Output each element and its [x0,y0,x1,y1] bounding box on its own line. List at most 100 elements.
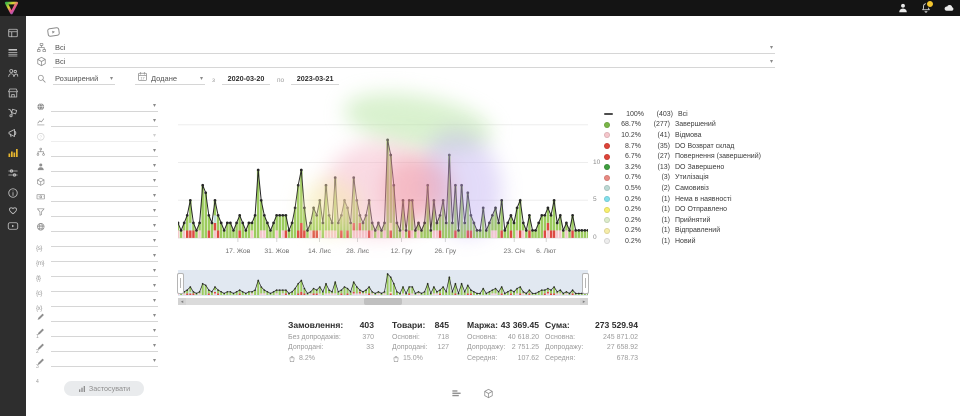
chevron-down-icon: ▾ [109,76,113,82]
legend-item[interactable]: 0.2% (1) DO Отправлено [604,204,761,215]
brush-handle-right[interactable] [582,273,589,294]
help-filter-select[interactable]: ▾ [50,129,158,142]
scroll-right-arrow[interactable]: ▸ [580,298,588,305]
legend-swatch [604,238,610,245]
nav-video-icon[interactable] [0,217,26,235]
date-to-input[interactable]: 2023-03-21 [291,74,340,85]
nav-rail [0,16,26,416]
field-x-filter-select[interactable]: ▾ [50,294,158,307]
globe-filter-select[interactable]: ▾ [50,99,158,112]
nav-marketing-icon[interactable] [0,124,26,142]
search-date-row: Розширений ▾ 17 Додане ▾ з 2020-03-20 по… [36,71,340,85]
summary-subvalue: 718 [437,333,449,341]
scrollbar-thumb[interactable] [364,298,402,305]
custom-field-4-filter-select[interactable]: ▾ [50,354,158,367]
legend-item[interactable]: 10.2% (41) Відмова [604,130,761,141]
date-field-select[interactable]: 17 Додане ▾ [135,71,205,85]
payment-filter-select[interactable]: ▾ [50,189,158,202]
site-filter-select[interactable]: ▾ [50,219,158,232]
field-m-filter-icon: {m} [36,259,44,267]
summary-value: 403 [359,320,374,330]
legend-item[interactable]: 0.2% (1) Нема в наявності [604,194,761,205]
chart-overview-brush[interactable] [177,270,589,296]
brand-logo[interactable] [4,1,19,15]
structure-filter-select[interactable]: ▾ [50,144,158,157]
field-t-filter-select[interactable]: ▾ [50,264,158,277]
chart-scrollbar[interactable]: ◂ ▸ [178,298,588,305]
custom-field-3-filter-select[interactable]: ▾ [50,339,158,352]
field-x-filter-icon: {x} [36,304,42,312]
field-c-filter-select[interactable]: ▾ [50,279,158,292]
chevron-down-icon: ▾ [152,253,156,259]
bell-icon[interactable] [920,0,934,14]
brush-handle-left[interactable] [177,273,184,294]
table-view-icon[interactable] [451,386,462,397]
search-mode-select[interactable]: Розширений ▾ [53,74,115,85]
chevron-down-icon: ▾ [152,103,156,109]
nav-store-icon[interactable] [0,84,26,102]
video-help-icon[interactable] [43,24,64,41]
product-view-icon[interactable] [483,386,494,399]
field-s-filter-select[interactable]: ▾ [50,234,158,247]
product-filter-row: ▾ [36,175,158,187]
field-c-filter-icon: {c} [36,289,42,297]
summary-sublabel: Допродажу: [467,344,506,352]
apply-button[interactable]: Застосувати [64,381,144,396]
summary-title: Товари: [392,320,426,330]
legend-item[interactable]: 100% (403) Всі [604,109,761,120]
search-icon[interactable] [36,73,47,84]
product-select[interactable]: Всі ▾ [53,57,775,68]
orders-chart [176,83,590,246]
nav-clients-icon[interactable] [0,64,26,82]
legend-item[interactable]: 0.2% (1) Новий [604,236,761,247]
funnel-filter-select[interactable]: ▾ [50,204,158,217]
nav-sales-icon[interactable] [0,104,26,122]
chevron-down-icon: ▾ [152,133,156,139]
chevron-down-icon: ▾ [152,268,156,274]
custom-field-1-filter-select[interactable]: ▾ [50,309,158,322]
globe-filter-icon [36,102,46,112]
nav-statistics-icon[interactable] [0,144,26,162]
product-value: Всі [55,57,66,66]
legend-item[interactable]: 0.2% (1) Відправлений [604,226,761,237]
chevron-down-icon: ▾ [769,45,773,51]
legend-count: (3) [661,174,670,182]
manager-filter-select[interactable]: ▾ [50,159,158,172]
payment-filter-icon [36,192,46,202]
chevron-down-icon: ▾ [769,59,773,65]
legend-item[interactable]: 0.2% (1) Прийнятий [604,215,761,226]
status-filter-select[interactable]: ▾ [50,114,158,127]
structure-filter-row: ▾ [36,145,158,157]
summary-subvalue: 678.73 [616,354,638,362]
nav-dashboard-icon[interactable] [0,24,26,42]
legend-label: DO Завершено [675,163,725,171]
support-icon[interactable] [943,2,955,14]
custom-field-2-filter-select[interactable]: ▾ [50,324,158,337]
legend-item[interactable]: 0.5% (2) Самовивіз [604,183,761,194]
legend-percent: 0.2% [625,216,641,224]
funnel-stage-select[interactable]: Всі ▾ [53,43,775,54]
chevron-down-icon: ▾ [152,313,156,319]
legend-item[interactable]: 68.7% (277) Завершений [604,120,761,131]
product-filter-select[interactable]: ▾ [50,174,158,187]
nav-orders-icon[interactable] [0,44,26,62]
user-icon[interactable] [897,2,909,14]
date-from-input[interactable]: 2020-03-20 [221,74,270,85]
nav-partners-icon[interactable] [0,202,26,220]
legend-item[interactable]: 6.7% (27) Повернення (завершений) [604,151,761,162]
legend-count: (35) [657,142,670,150]
legend-label: Утилізація [675,174,709,182]
scroll-left-arrow[interactable]: ◂ [178,298,186,305]
legend-item[interactable]: 0.7% (3) Утилізація [604,173,761,184]
status-filter-row: ▾ [36,115,158,127]
legend-swatch [604,143,610,150]
legend-swatch [604,206,610,213]
field-m-filter-select[interactable]: ▾ [50,249,158,262]
view-switcher [451,386,494,399]
legend-swatch [604,164,610,171]
legend-item[interactable]: 8.7% (35) DO Возврат склад [604,141,761,152]
nav-info-icon[interactable] [0,184,26,202]
nav-settings-icon[interactable] [0,164,26,182]
orders-per-day-chart[interactable] [176,100,590,246]
legend-item[interactable]: 3.2% (13) DO Завершено [604,162,761,173]
